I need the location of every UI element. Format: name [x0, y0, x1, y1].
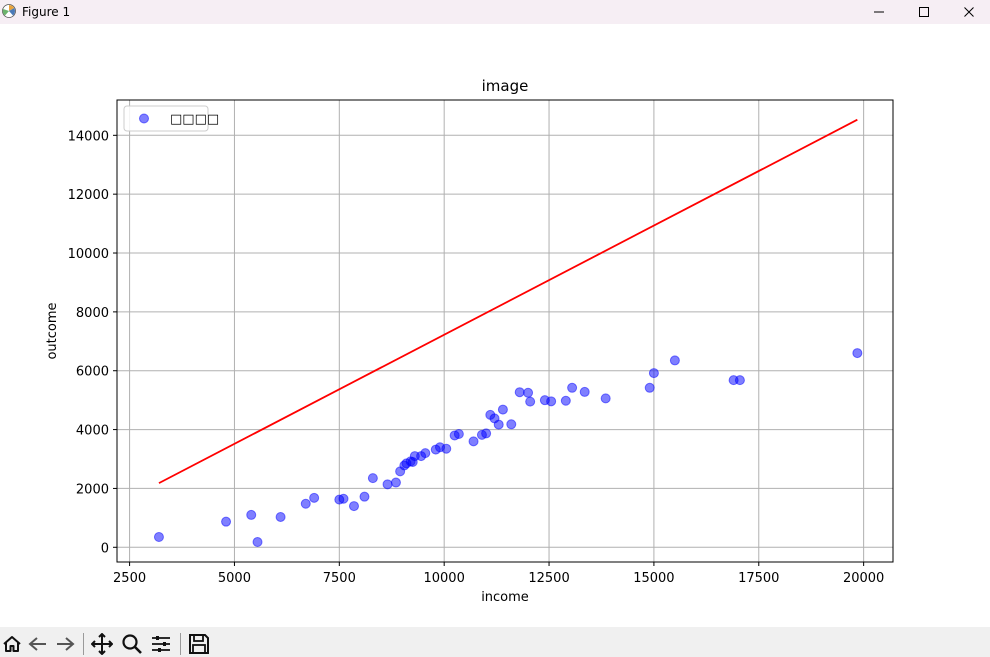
x-tick-label: 20000: [843, 571, 884, 586]
scatter-chart: 2500 5000 7500 10000 12500 15000 17500 20000 0 20…: [45, 77, 894, 605]
toolbar-separator: [180, 633, 181, 655]
subplots-button[interactable]: [149, 632, 173, 656]
scatter-point: [348, 501, 359, 512]
scatter-point: [525, 396, 536, 407]
figure-canvas: 2500 5000 7500 10000 12500 15000 17500 20000 0 20…: [0, 24, 990, 627]
maximize-icon: [919, 7, 929, 17]
y-tick-label: 8000: [76, 306, 109, 321]
x-tick-label: 2500: [113, 571, 146, 586]
pan-icon: [91, 633, 113, 655]
scatter-point: [153, 531, 164, 542]
matplotlib-app-icon: [2, 4, 16, 18]
plot-area-frame: [116, 99, 894, 563]
minimize-icon: [874, 11, 884, 13]
navigation-toolbar: [0, 627, 990, 657]
scatter-point: [453, 428, 464, 439]
y-tick-label: 14000: [68, 129, 109, 144]
zoom-icon: [122, 634, 142, 654]
y-tick-label: 0: [101, 541, 109, 556]
toolbar-separator: [83, 633, 84, 655]
scatter-point: [579, 386, 590, 397]
scatter-point: [221, 516, 232, 527]
scatter-point: [523, 387, 534, 398]
scatter-point: [309, 492, 320, 503]
scatter-point: [600, 393, 611, 404]
subplots-icon: [152, 636, 170, 652]
y-axis-label: outcome: [45, 302, 60, 359]
y-tick-label: 6000: [76, 365, 109, 380]
minimize-button[interactable]: [856, 0, 902, 24]
scatter-point: [252, 536, 263, 547]
x-tick-label: 5000: [218, 571, 251, 586]
scatter-point: [300, 498, 311, 509]
window-title: Figure 1: [22, 5, 71, 19]
legend-label: □□□□: [170, 112, 219, 127]
scatter-point: [390, 477, 401, 488]
grid-lines: [117, 100, 893, 562]
save-icon: [189, 634, 209, 654]
scatter-point: [493, 419, 504, 430]
scatter-point: [420, 448, 431, 459]
x-tick-label: 7500: [323, 571, 356, 586]
scatter-point: [468, 436, 479, 447]
scatter-point: [338, 493, 349, 504]
scatter-point: [734, 375, 745, 386]
x-tick-label: 15000: [633, 571, 674, 586]
x-axis-label: income: [481, 590, 529, 605]
scatter-point: [852, 348, 863, 359]
y-tick-label: 12000: [68, 188, 109, 203]
scatter-point: [514, 387, 525, 398]
back-arrow-icon: [28, 637, 46, 651]
y-tick-label: 4000: [76, 424, 109, 439]
scatter-point: [275, 511, 286, 522]
pan-button[interactable]: [90, 632, 114, 656]
y-tick-label: 10000: [68, 247, 109, 262]
home-button[interactable]: [0, 632, 24, 656]
scatter-point: [648, 368, 659, 379]
legend-marker: [139, 113, 149, 124]
legend: □□□□: [123, 105, 219, 132]
scatter-point: [441, 443, 452, 454]
scatter-point: [367, 473, 378, 484]
forward-button[interactable]: [53, 632, 77, 656]
back-button[interactable]: [26, 632, 50, 656]
scatter-point: [644, 382, 655, 393]
scatter-point: [359, 491, 370, 502]
legend-frame: [123, 105, 209, 132]
regression-line: [158, 118, 858, 484]
home-icon: [3, 636, 21, 652]
scatter-point: [669, 355, 680, 366]
scatter-point: [382, 479, 393, 490]
axis-ticks: 2500 5000 7500 10000 12500 15000 17500 20000 0 20…: [68, 129, 885, 586]
y-tick-label: 2000: [76, 482, 109, 497]
data-marks: [153, 118, 863, 547]
x-tick-label: 12500: [528, 571, 569, 586]
window-titlebar: Figure 1: [0, 0, 990, 24]
scatter-point: [246, 509, 257, 520]
scatter-point: [546, 396, 557, 407]
scatter-point: [506, 419, 517, 430]
maximize-button[interactable]: [901, 0, 947, 24]
chart-title: image: [482, 77, 529, 95]
save-button[interactable]: [187, 632, 211, 656]
scatter-point: [560, 395, 571, 406]
x-tick-label: 10000: [423, 571, 464, 586]
scatter-point: [481, 428, 492, 439]
x-tick-label: 17500: [738, 571, 779, 586]
zoom-button[interactable]: [120, 632, 144, 656]
close-button[interactable]: [946, 0, 990, 24]
forward-arrow-icon: [57, 637, 75, 651]
scatter-point: [567, 382, 578, 393]
scatter-point: [497, 404, 508, 415]
close-icon: [964, 7, 974, 17]
